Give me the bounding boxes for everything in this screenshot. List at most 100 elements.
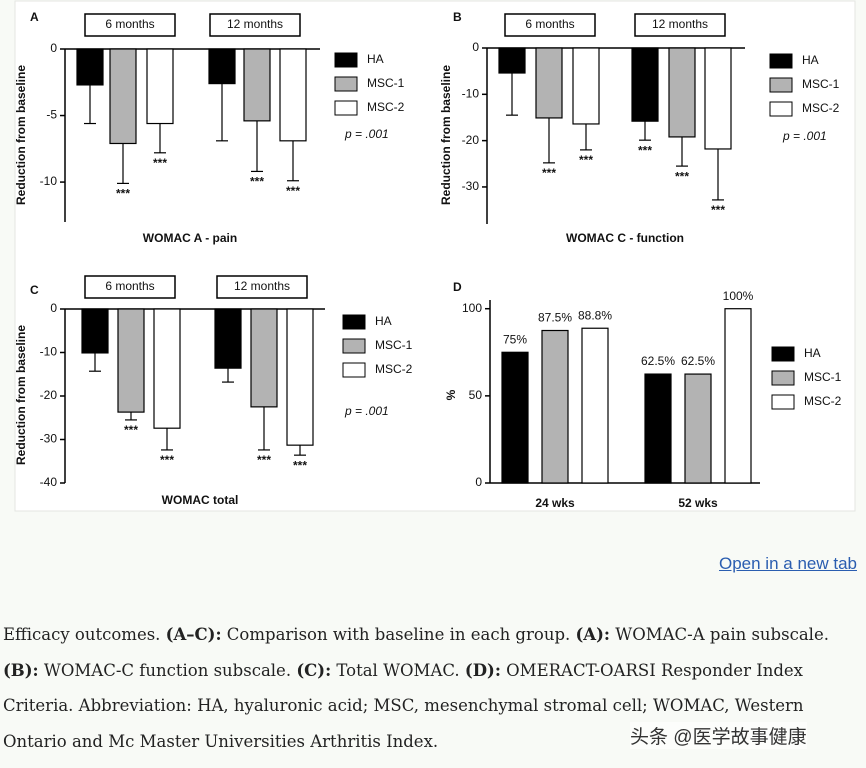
- error-bar: [294, 445, 306, 456]
- caption-text: Criteria. Abbreviation: HA, hyaluronic a…: [3, 696, 804, 715]
- x-axis-label: WOMAC total: [162, 493, 239, 507]
- y-axis-label: Reduction from baseline: [14, 65, 28, 205]
- legend-label: MSC-2: [375, 362, 413, 376]
- error-bar: [154, 123, 166, 154]
- legend-label: MSC-1: [375, 338, 413, 352]
- significance: ***: [542, 166, 556, 180]
- bar: [208, 48, 236, 85]
- error-bar: [258, 406, 270, 451]
- bar: [541, 329, 569, 484]
- bar: [535, 47, 563, 119]
- error-bar: [117, 143, 129, 185]
- bar: [243, 48, 271, 122]
- legend-swatch: [342, 362, 366, 378]
- category-box: [634, 13, 726, 37]
- annotation: p = .001: [344, 127, 389, 141]
- legend-swatch: [771, 346, 795, 362]
- bar: [146, 48, 174, 125]
- significance: ***: [675, 169, 689, 183]
- category-box: [84, 275, 176, 299]
- error-bar: [251, 120, 263, 173]
- caption-bold: (B):: [3, 660, 39, 680]
- value-label: 100%: [723, 289, 754, 303]
- category-label: 6 months: [105, 279, 154, 293]
- bar: [644, 373, 672, 484]
- panel-letter: D: [453, 280, 462, 294]
- annotation: p = .001: [782, 129, 827, 143]
- significance: ***: [711, 203, 725, 217]
- bar: [279, 48, 307, 142]
- category-box: [209, 13, 301, 37]
- significance: ***: [124, 423, 138, 437]
- bar: [631, 47, 659, 122]
- category-box: [504, 13, 596, 37]
- legend-label: HA: [367, 52, 384, 66]
- value-label: 62.5%: [681, 354, 715, 368]
- error-bar: [125, 412, 137, 421]
- caption-text: Comparison with baseline in each group.: [221, 625, 576, 644]
- caption: Efficacy outcomes. (A–C): Comparison wit…: [3, 617, 829, 759]
- bar: [581, 327, 609, 484]
- significance: ***: [638, 143, 652, 157]
- x-axis-label: WOMAC A - pain: [143, 231, 237, 245]
- legend-label: HA: [804, 346, 821, 360]
- y-tick-label: 50: [469, 388, 483, 402]
- y-tick-label: -10: [40, 174, 58, 188]
- significance: ***: [579, 153, 593, 167]
- bar: [498, 47, 526, 74]
- legend-label: MSC-1: [802, 77, 840, 91]
- error-bar: [639, 121, 651, 141]
- error-bar: [89, 352, 101, 372]
- bar: [117, 308, 145, 413]
- y-tick-label: -40: [40, 475, 58, 489]
- caption-bold: (C):: [296, 660, 332, 680]
- bar: [214, 308, 242, 369]
- caption-text: Ontario and Mc Master Universities Arthr…: [3, 731, 439, 751]
- bar: [286, 308, 314, 446]
- caption-text: WOMAC-C function subscale.: [38, 660, 297, 680]
- value-label: 88.8%: [578, 308, 612, 322]
- legend-swatch: [342, 314, 366, 330]
- bar: [109, 48, 137, 145]
- significance: ***: [153, 156, 167, 170]
- significance: ***: [250, 175, 264, 189]
- category-label: 52 wks: [678, 496, 718, 510]
- bar: [724, 308, 752, 484]
- caption-bold: (A–C):: [165, 625, 222, 644]
- value-label: 87.5%: [538, 311, 572, 325]
- legend-swatch: [769, 77, 793, 93]
- category-label: 12 months: [227, 17, 283, 31]
- significance: ***: [293, 458, 307, 472]
- legend-swatch: [771, 370, 795, 386]
- caption-bold: (A):: [575, 625, 611, 644]
- legend-swatch: [342, 338, 366, 354]
- error-bar: [543, 117, 555, 164]
- error-bar: [712, 148, 724, 201]
- legend-label: MSC-1: [804, 370, 842, 384]
- bar: [501, 351, 529, 484]
- error-bar: [287, 140, 299, 182]
- y-axis-label: %: [444, 389, 458, 400]
- category-label: 24 wks: [535, 496, 575, 510]
- y-tick-label: -30: [40, 432, 58, 446]
- bar: [81, 308, 109, 354]
- bar: [250, 308, 278, 408]
- legend-label: MSC-2: [367, 100, 405, 114]
- annotation: p = .001: [344, 404, 389, 418]
- legend-label: MSC-1: [367, 76, 405, 90]
- error-bar: [222, 368, 234, 383]
- caption-bold: (D):: [464, 660, 501, 680]
- y-tick-label: -30: [462, 179, 480, 193]
- error-bar: [216, 83, 228, 142]
- bar: [668, 47, 696, 138]
- category-label: 12 months: [652, 17, 708, 31]
- panel-letter: B: [453, 10, 462, 24]
- panel-letter: A: [30, 10, 39, 24]
- legend-swatch: [769, 101, 793, 117]
- error-bar: [506, 73, 518, 116]
- y-tick-label: -5: [46, 108, 57, 122]
- open-link[interactable]: Open in a new tab: [719, 554, 857, 573]
- error-bar: [84, 84, 96, 125]
- y-tick-label: 0: [50, 41, 57, 55]
